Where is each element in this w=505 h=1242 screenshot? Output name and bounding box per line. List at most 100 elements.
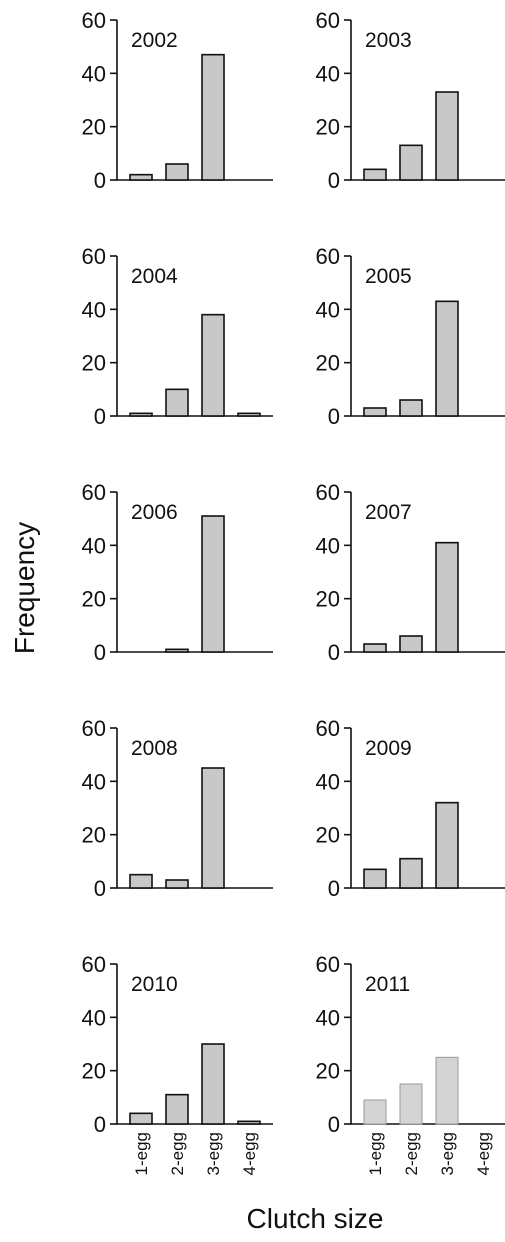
- panel-2006: 0 20 40 60 2006: [82, 480, 273, 665]
- y-tick-label: 40: [82, 769, 106, 794]
- bar-3-egg: [435, 1056, 459, 1125]
- y-tick-label: 60: [82, 8, 106, 33]
- panel-year-label: 2008: [131, 737, 178, 760]
- panel-2005: 0 20 40 60 2005: [316, 244, 505, 429]
- y-tick-label: 40: [82, 533, 106, 558]
- y-tick-label: 20: [316, 351, 340, 376]
- bar-3-egg: [435, 300, 459, 417]
- y-tick-label: 60: [316, 8, 340, 33]
- y-tick-label: 40: [82, 1005, 106, 1030]
- y-tick-label: 60: [316, 244, 340, 269]
- panel-year-label: 2007: [365, 501, 412, 524]
- panel-year-label: 2006: [131, 501, 178, 524]
- bar-3-egg: [435, 541, 459, 653]
- bar-1-egg: [363, 868, 387, 889]
- y-tick-label: 60: [82, 244, 106, 269]
- bar-1-egg: [363, 1099, 387, 1125]
- x-axis-title: Clutch size: [247, 1203, 384, 1234]
- panel-year-label: 2011: [365, 973, 410, 996]
- bar-3-egg: [435, 91, 459, 181]
- x-tick-label: 1-egg: [132, 1132, 151, 1175]
- y-tick-label: 0: [328, 640, 340, 665]
- panel-2004: 0 20 40 60 2004: [82, 244, 273, 429]
- panel-year-label: 2002: [131, 29, 178, 52]
- y-tick-label: 40: [82, 61, 106, 86]
- bar-3-egg: [201, 1043, 225, 1125]
- y-tick-label: 40: [316, 533, 340, 558]
- y-tick-label: 20: [316, 1059, 340, 1084]
- bar-1-egg: [363, 168, 387, 181]
- bar-3-egg: [435, 801, 459, 889]
- panel-year-label: 2003: [365, 29, 412, 52]
- y-tick-label: 40: [82, 297, 106, 322]
- y-axis-title: Frequency: [9, 522, 40, 654]
- y-tick-label: 0: [94, 1112, 106, 1137]
- y-tick-label: 20: [316, 115, 340, 140]
- y-tick-label: 20: [82, 351, 106, 376]
- y-tick-label: 60: [82, 480, 106, 505]
- y-tick-label: 60: [316, 952, 340, 977]
- panel-year-label: 2010: [131, 973, 178, 996]
- panel-year-label: 2005: [365, 265, 412, 288]
- y-tick-label: 40: [316, 1005, 340, 1030]
- y-tick-label: 40: [316, 297, 340, 322]
- y-tick-label: 0: [94, 876, 106, 901]
- panel-2007: 0 20 40 60 2007: [316, 480, 505, 665]
- bar-1-egg: [363, 407, 387, 417]
- y-tick-label: 0: [328, 168, 340, 193]
- panel-2011: 0 20 40 60 2011 1-egg 2-egg 3-egg 4-egg: [316, 952, 505, 1175]
- x-tick-label: 3-egg: [204, 1132, 223, 1175]
- y-tick-label: 20: [316, 823, 340, 848]
- x-tick-label: 2-egg: [168, 1132, 187, 1175]
- y-tick-label: 60: [316, 480, 340, 505]
- panel-2002: 0 20 40 60 2002: [82, 8, 273, 193]
- y-tick-label: 0: [94, 168, 106, 193]
- bar-2-egg: [165, 648, 189, 653]
- bar-1-egg: [129, 873, 153, 889]
- y-tick-label: 60: [316, 716, 340, 741]
- y-tick-label: 0: [328, 876, 340, 901]
- panel-2010: 0 20 40 60 2010 1-egg 2-egg 3-egg 4-egg: [82, 952, 273, 1175]
- bar-2-egg: [165, 388, 189, 417]
- bar-2-egg: [399, 1083, 423, 1125]
- bar-2-egg: [399, 399, 423, 417]
- y-tick-label: 60: [82, 952, 106, 977]
- y-tick-label: 20: [316, 587, 340, 612]
- bar-3-egg: [201, 515, 225, 653]
- y-tick-label: 40: [316, 61, 340, 86]
- y-tick-label: 0: [94, 404, 106, 429]
- y-tick-label: 0: [328, 404, 340, 429]
- x-tick-label: 4-egg: [240, 1132, 259, 1175]
- y-tick-label: 20: [82, 115, 106, 140]
- bar-2-egg: [165, 879, 189, 889]
- bar-1-egg: [129, 173, 153, 181]
- bar-2-egg: [165, 1093, 189, 1125]
- bar-1-egg: [129, 1112, 153, 1125]
- bar-4-egg: [237, 1120, 261, 1125]
- panel-2009: 0 20 40 60 2009: [316, 716, 505, 901]
- panels-group: 0204060200202040602003020406020040204060…: [82, 8, 505, 1175]
- panel-year-label: 2009: [365, 737, 412, 760]
- bar-1-egg: [129, 412, 153, 417]
- y-tick-label: 20: [82, 587, 106, 612]
- y-tick-label: 20: [82, 823, 106, 848]
- panel-year-label: 2004: [131, 265, 178, 288]
- y-tick-label: 40: [316, 769, 340, 794]
- x-tick-label: 1-egg: [366, 1132, 385, 1175]
- bar-3-egg: [201, 313, 225, 417]
- bar-2-egg: [165, 163, 189, 181]
- x-tick-label: 4-egg: [474, 1132, 493, 1175]
- bar-2-egg: [399, 635, 423, 653]
- y-tick-label: 20: [82, 1059, 106, 1084]
- bar-4-egg: [237, 412, 261, 417]
- bar-3-egg: [201, 767, 225, 889]
- panel-2008: 0 20 40 60 2008: [82, 716, 273, 901]
- y-tick-label: 0: [328, 1112, 340, 1137]
- x-tick-label: 3-egg: [438, 1132, 457, 1175]
- y-tick-label: 60: [82, 716, 106, 741]
- bar-1-egg: [363, 643, 387, 653]
- bar-2-egg: [399, 857, 423, 889]
- bar-2-egg: [399, 144, 423, 181]
- x-tick-label: 2-egg: [402, 1132, 421, 1175]
